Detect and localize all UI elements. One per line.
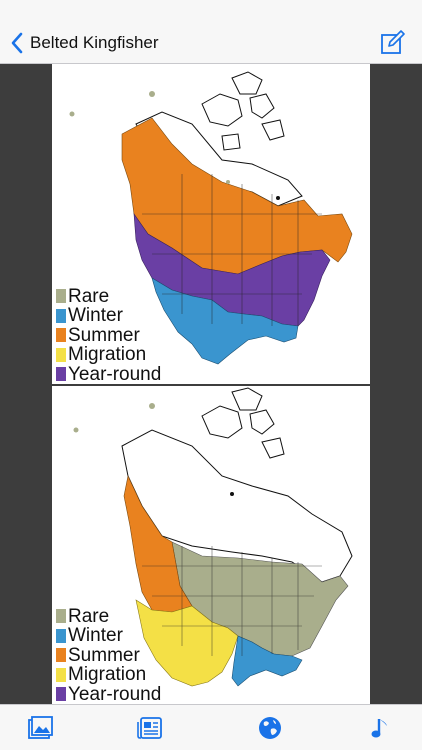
legend-swatch-summer [56, 328, 66, 343]
legend-label: Rare [68, 605, 110, 627]
range-map-bottom: Rare Winter Summer Migration Year-round [52, 386, 370, 704]
legend-item: Migration [56, 665, 161, 685]
legend-label: Winter [68, 305, 123, 326]
globe-icon[interactable] [256, 714, 284, 742]
legend-swatch-summer [56, 648, 66, 663]
legend-label: Rare [68, 285, 110, 307]
map-legend: Rare Winter Summer Migration Year-round [56, 285, 162, 385]
legend-swatch-winter [56, 628, 66, 643]
tab-bar [0, 704, 422, 750]
back-button[interactable]: Belted Kingfisher [10, 28, 159, 58]
legend-label: Year-round [68, 683, 162, 704]
legend-swatch-year-round [56, 367, 66, 382]
page-title: Belted Kingfisher [30, 33, 159, 52]
legend-item: Winter [56, 306, 161, 326]
photo-icon[interactable] [26, 714, 54, 742]
range-map-image [73, 387, 353, 687]
map-legend: Rare Winter Summer Migration Year-round [56, 605, 162, 705]
chevron-left-icon [11, 32, 23, 54]
compose-icon[interactable] [380, 30, 406, 56]
music-note-icon[interactable] [368, 714, 396, 742]
range-map-top: Rare Winter Summer Migration Year-round [52, 64, 370, 384]
legend-label: Year-round [68, 363, 162, 384]
legend-swatch-rare [56, 609, 66, 624]
legend-label: Migration [68, 344, 147, 365]
legend-swatch-migration [56, 667, 66, 682]
legend-label: Summer [68, 324, 140, 346]
legend-item: Rare [56, 605, 161, 627]
legend-item: Winter [56, 626, 161, 646]
news-icon[interactable] [136, 714, 164, 742]
legend-item: Year-round [56, 363, 162, 385]
legend-label: Summer [68, 644, 140, 666]
legend-item: Migration [56, 345, 161, 365]
legend-item: Summer [56, 644, 161, 666]
legend-swatch-winter [56, 308, 66, 323]
legend-swatch-year-round [56, 687, 66, 702]
legend-swatch-rare [56, 289, 66, 304]
legend-label: Winter [68, 625, 123, 646]
legend-item: Rare [56, 285, 161, 307]
navigation-bar: Belted Kingfisher [0, 0, 422, 64]
legend-item: Year-round [56, 683, 162, 705]
legend-label: Migration [68, 664, 147, 685]
range-map-image [69, 71, 353, 365]
range-map-viewer[interactable]: Rare Winter Summer Migration Year-round [0, 64, 422, 704]
legend-swatch-migration [56, 347, 66, 362]
legend-item: Summer [56, 324, 161, 346]
